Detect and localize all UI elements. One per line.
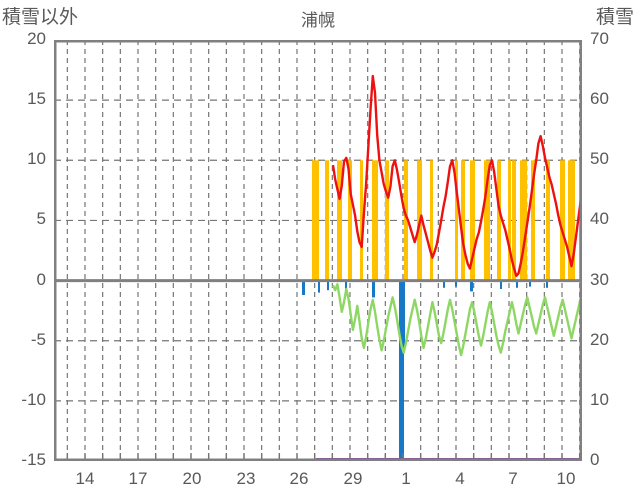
red-line: [331, 74, 582, 278]
y-tick-right: 70: [590, 29, 609, 48]
blue-bar: [345, 280, 347, 293]
blue-bar: [399, 280, 404, 461]
orange-bar: [360, 160, 363, 281]
blue-bar: [372, 280, 375, 298]
orange-bar: [325, 160, 329, 281]
x-tick: 26: [289, 469, 309, 488]
orange-bar: [546, 160, 550, 281]
orange-bar: [461, 160, 465, 281]
blue-bar: [302, 280, 305, 296]
y-tick-right: 40: [590, 209, 609, 229]
orange-bar: [508, 160, 511, 281]
y-tick-right: 20: [590, 329, 609, 349]
y-tick-left: -5: [30, 329, 46, 349]
y-tick-right: 50: [590, 149, 609, 169]
blue-bars: [302, 280, 548, 461]
x-tick: 29: [343, 469, 363, 488]
orange-bar: [348, 160, 352, 281]
blue-bar: [529, 280, 531, 287]
y-tick-left: 5: [36, 209, 46, 229]
x-tick: 14: [75, 469, 95, 488]
x-tick: 20: [182, 469, 202, 488]
page-title: 浦幌: [301, 11, 335, 30]
orange-bar: [470, 160, 475, 281]
blue-bar: [500, 280, 502, 289]
orange-bar: [312, 160, 319, 281]
orange-bar: [560, 160, 565, 281]
y-tick-left: 15: [27, 89, 46, 109]
chart-svg: [54, 40, 582, 461]
x-tick: 4: [455, 469, 465, 488]
blue-bar: [327, 280, 329, 291]
blue-bar: [546, 280, 548, 288]
blue-bar: [470, 280, 473, 292]
left-axis-title: 積雪以外: [2, 7, 79, 28]
y-tick-left: -15: [21, 450, 46, 469]
orange-bar: [531, 160, 535, 281]
green-line: [331, 282, 582, 357]
x-axis-tickmarks: [66, 453, 581, 459]
orange-bar: [404, 160, 408, 281]
x-tick: 10: [556, 469, 576, 488]
orange-bar: [430, 160, 433, 281]
blue-bar: [443, 280, 445, 288]
orange-bar: [455, 160, 458, 281]
orange-bar: [337, 160, 342, 281]
right-axis-title: 積雪: [595, 7, 634, 28]
y-tick-right: 30: [590, 269, 609, 289]
x-tick: 23: [236, 469, 256, 488]
orange-bar: [512, 160, 516, 281]
y-tick-left: -10: [21, 389, 46, 409]
x-tick: 17: [128, 469, 148, 488]
blue-bar: [403, 280, 405, 353]
orange-bar: [385, 160, 389, 281]
plot-area: [54, 40, 582, 461]
orange-bar: [520, 160, 527, 281]
orange-bar: [497, 160, 501, 281]
y-tick-left: 10: [27, 149, 46, 169]
y-tick-right: 0: [590, 450, 600, 469]
y-tick-left: 0: [36, 269, 46, 289]
orange-bar: [484, 160, 490, 281]
x-tick: 7: [508, 469, 518, 488]
orange-bar: [372, 160, 378, 281]
blue-bar: [318, 280, 320, 293]
x-tick: 1: [401, 469, 411, 488]
orange-bar: [568, 160, 575, 281]
blue-bar: [455, 280, 457, 287]
y-tick-left: 20: [27, 29, 46, 48]
y-tick-right: 60: [590, 89, 609, 109]
y-tick-right: 10: [590, 389, 609, 409]
blue-bar: [516, 280, 518, 288]
